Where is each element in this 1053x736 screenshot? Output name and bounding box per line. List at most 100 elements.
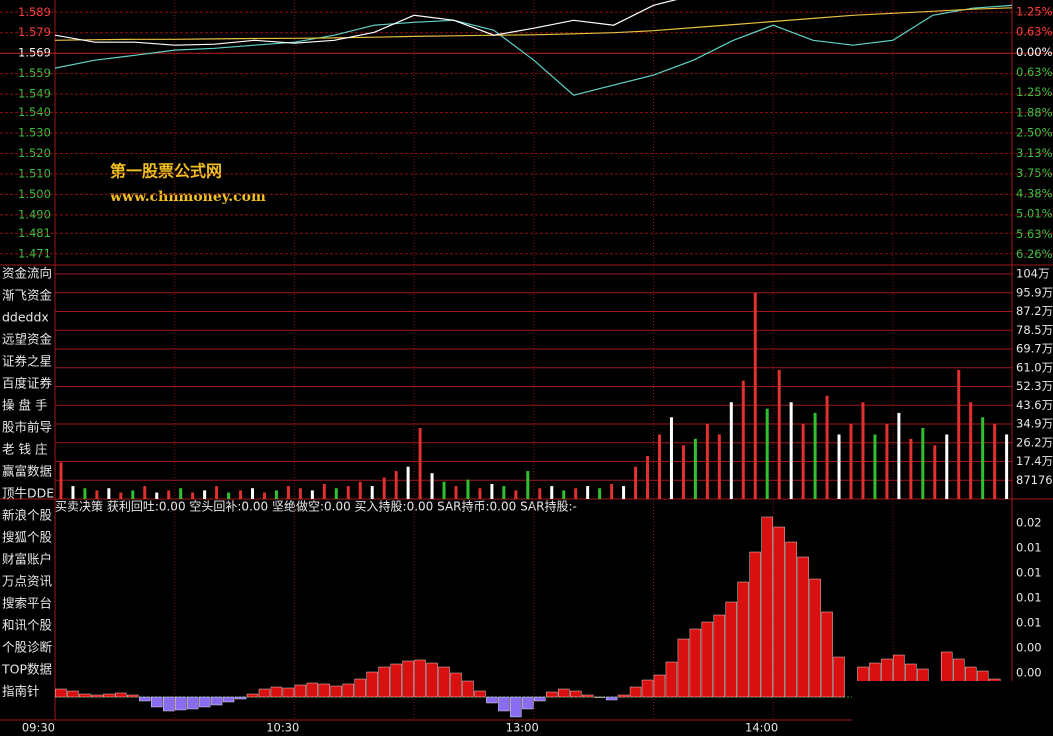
indicator-bar — [593, 696, 606, 698]
volume-bar — [59, 462, 63, 499]
indicator-bar — [581, 694, 594, 698]
volume-bar — [550, 486, 554, 499]
x-tick-label: 13:00 — [506, 721, 539, 735]
volume-bar — [370, 486, 374, 499]
y-tick-label: 0.00 — [1016, 641, 1042, 655]
indicator-bar — [833, 656, 845, 698]
indicator-bar — [737, 581, 749, 698]
volume-bar — [215, 486, 219, 499]
sidebar-link[interactable]: 指南针 — [2, 684, 40, 699]
volume-bar — [274, 490, 278, 499]
volume-bar — [131, 490, 135, 499]
price-lines — [55, 0, 1012, 96]
sidebar-link[interactable]: 操 盘 手 — [2, 398, 47, 413]
y-tick-label: 87.2万 — [1016, 304, 1053, 318]
indicator-bar — [270, 686, 283, 698]
volume-bar — [143, 486, 147, 499]
sidebar-link[interactable]: 个股诊断 — [2, 640, 52, 655]
volume-bar — [179, 488, 183, 499]
y-tick-label: 1.540 — [18, 105, 51, 119]
volume-bar — [598, 488, 602, 499]
volume-bar — [705, 423, 709, 499]
y-tick-label: 0.02 — [1016, 516, 1042, 530]
volume-bar — [346, 486, 350, 499]
sidebar-link[interactable]: 百度证券 — [2, 376, 53, 391]
volume-bar — [885, 423, 889, 499]
indicator-bar — [174, 696, 187, 711]
indicator-bar — [127, 694, 139, 698]
sidebar-link[interactable]: 财富账户 — [2, 552, 52, 567]
y2-tick-label: 6.26% — [1016, 247, 1053, 261]
sidebar-link[interactable]: 搜索平台 — [2, 596, 52, 611]
y2-tick-label: 0.63% — [1016, 65, 1053, 79]
y-tick-label: 1.549 — [18, 87, 51, 101]
sidebar-link[interactable]: 渐飞资金 — [2, 288, 53, 303]
x-tick-label: 09:30 — [22, 721, 55, 735]
price-line — [55, 0, 678, 46]
indicator-bar — [91, 694, 103, 698]
sidebar-link[interactable]: 股市前导 — [2, 420, 52, 435]
indicator-bar — [414, 659, 426, 698]
watermark-title: 第一股票公式网 — [110, 162, 222, 181]
volume-bar — [454, 486, 458, 499]
sidebar-link[interactable]: 老 钱 庄 — [2, 442, 47, 457]
y2-tick-label: 0.00% — [1016, 45, 1053, 59]
sidebar-link[interactable]: TOP数据 — [1, 662, 52, 677]
sidebar-link[interactable]: 万点资讯 — [2, 574, 53, 589]
volume-bar — [741, 380, 745, 499]
volume-bar — [1005, 434, 1009, 499]
sidebar-link[interactable]: 赢富数据 — [2, 464, 52, 479]
sidebar-link[interactable]: 远望资金 — [2, 332, 53, 347]
volume-bar — [358, 481, 362, 499]
y-tick-label: 0.01 — [1016, 591, 1042, 605]
x-tick-label: 10:30 — [266, 721, 299, 735]
indicator-bar — [246, 693, 259, 698]
indicator-bar — [282, 687, 295, 698]
indicator-bar — [342, 683, 354, 698]
y-tick-label: 1.589 — [18, 5, 51, 19]
y2-tick-label: 1.88% — [1016, 106, 1053, 120]
y2-tick-label: 5.63% — [1016, 227, 1053, 241]
volume-bar — [646, 455, 650, 499]
indicator-bar — [294, 684, 307, 698]
volume-bar — [203, 490, 207, 499]
indicator-bar — [438, 666, 450, 698]
sidebar-link[interactable]: 顶牛DDE — [2, 486, 54, 501]
volume-bar — [286, 486, 290, 499]
indicator-bar — [402, 660, 414, 698]
indicator-bar — [558, 688, 570, 698]
volume-bar — [430, 473, 434, 499]
sidebar-link[interactable]: 证券之星 — [2, 354, 52, 369]
volume-bar — [789, 402, 793, 499]
sidebar-link[interactable]: 搜狐个股 — [2, 530, 53, 545]
indicator-bar — [330, 685, 342, 698]
y-tick-label: 69.7万 — [1016, 342, 1053, 356]
volume-bar — [813, 412, 817, 499]
y-tick-label: 52.3万 — [1016, 379, 1053, 393]
indicator-bar — [163, 696, 175, 712]
y-tick-label: 1.490 — [18, 207, 51, 221]
sidebar-link[interactable]: 资金流向 — [2, 266, 52, 281]
volume-bar — [837, 434, 841, 499]
indicator-bar — [306, 682, 319, 698]
indicator-header: 买卖决策 获利回吐:0.00 空头回补:0.00 坚绝做空:0.00 买入持股:… — [55, 499, 577, 514]
volume-bar — [681, 445, 685, 499]
volume-bar — [861, 402, 865, 499]
volume-bar — [909, 438, 913, 499]
y2-tick-label: 3.13% — [1016, 146, 1053, 160]
indicator-bar — [426, 662, 438, 698]
y-tick-label: 34.9万 — [1016, 417, 1053, 431]
sidebar-link[interactable]: 和讯个股 — [2, 618, 53, 633]
y-tick-label: 87176 — [1016, 473, 1053, 487]
volume-bar — [993, 423, 997, 499]
x-tick-label: 14:00 — [745, 721, 778, 735]
y2-tick-label: 5.01% — [1016, 207, 1053, 221]
sidebar-link[interactable]: ddeddx — [2, 310, 49, 325]
indicator-bar — [198, 696, 211, 708]
volume-bar — [322, 483, 326, 499]
volume-bar — [406, 466, 410, 499]
sidebar-link[interactable]: 新浪个股 — [2, 508, 53, 523]
indicator-bar — [186, 696, 199, 710]
y2-tick-label: 1.25% — [1016, 4, 1053, 18]
y-tick-label: 1.471 — [18, 246, 51, 260]
